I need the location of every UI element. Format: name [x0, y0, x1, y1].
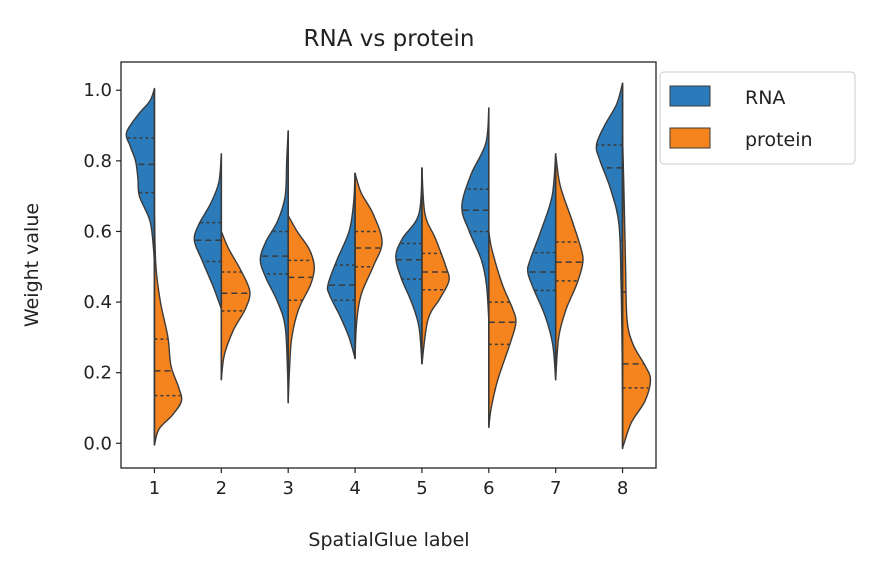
violin-protein-6 — [488, 230, 517, 429]
violin-protein-7 — [554, 153, 584, 381]
violin-rna-8 — [595, 82, 624, 395]
y-tick-label: 0.2 — [83, 363, 112, 384]
y-tick-label: 1.0 — [83, 80, 112, 101]
y-ticks: 0.0 0.2 0.4 0.6 0.8 1.0 — [83, 80, 121, 454]
x-tick-label: 6 — [483, 478, 494, 499]
y-tick-label: 0.0 — [83, 433, 112, 454]
violin-rna-1 — [125, 87, 156, 268]
x-tick-label: 4 — [349, 478, 360, 499]
plot-frame — [120, 61, 657, 469]
violin-protein-8 — [621, 135, 652, 450]
x-tick-label: 2 — [216, 478, 227, 499]
x-tick-label: 3 — [282, 478, 293, 499]
y-tick-label: 0.8 — [83, 151, 112, 172]
x-tick-label: 7 — [550, 478, 561, 499]
legend-swatch-rna — [669, 85, 711, 107]
y-tick-label: 0.4 — [83, 292, 112, 313]
violin-rna-4 — [326, 172, 356, 360]
x-axis-label: SpatialGlue label — [308, 529, 469, 551]
x-tick-label: 1 — [149, 478, 160, 499]
legend: RNA protein — [659, 71, 856, 165]
violins — [125, 82, 652, 450]
violin-rna-5 — [395, 167, 423, 365]
x-tick-label: 5 — [416, 478, 427, 499]
violin-protein-4 — [354, 172, 383, 360]
violin-protein-3 — [287, 214, 316, 404]
y-axis-label: Weight value — [21, 203, 43, 327]
x-tick-label: 8 — [617, 478, 628, 499]
violin-protein-1 — [153, 216, 183, 446]
y-tick-label: 0.6 — [83, 221, 112, 242]
x-ticks: 1 2 3 4 5 6 7 8 — [149, 468, 628, 499]
violin-protein-5 — [421, 167, 450, 365]
violin-rna-3 — [259, 130, 289, 404]
legend-label-rna: RNA — [745, 87, 785, 109]
violin-rna-6 — [461, 107, 490, 321]
violin-protein-2 — [220, 230, 251, 381]
violin-rna-7 — [526, 153, 557, 381]
violin-rna-2 — [193, 153, 223, 310]
legend-label-protein: protein — [745, 129, 813, 151]
chart-title: RNA vs protein — [304, 26, 475, 52]
legend-swatch-protein — [669, 127, 711, 149]
